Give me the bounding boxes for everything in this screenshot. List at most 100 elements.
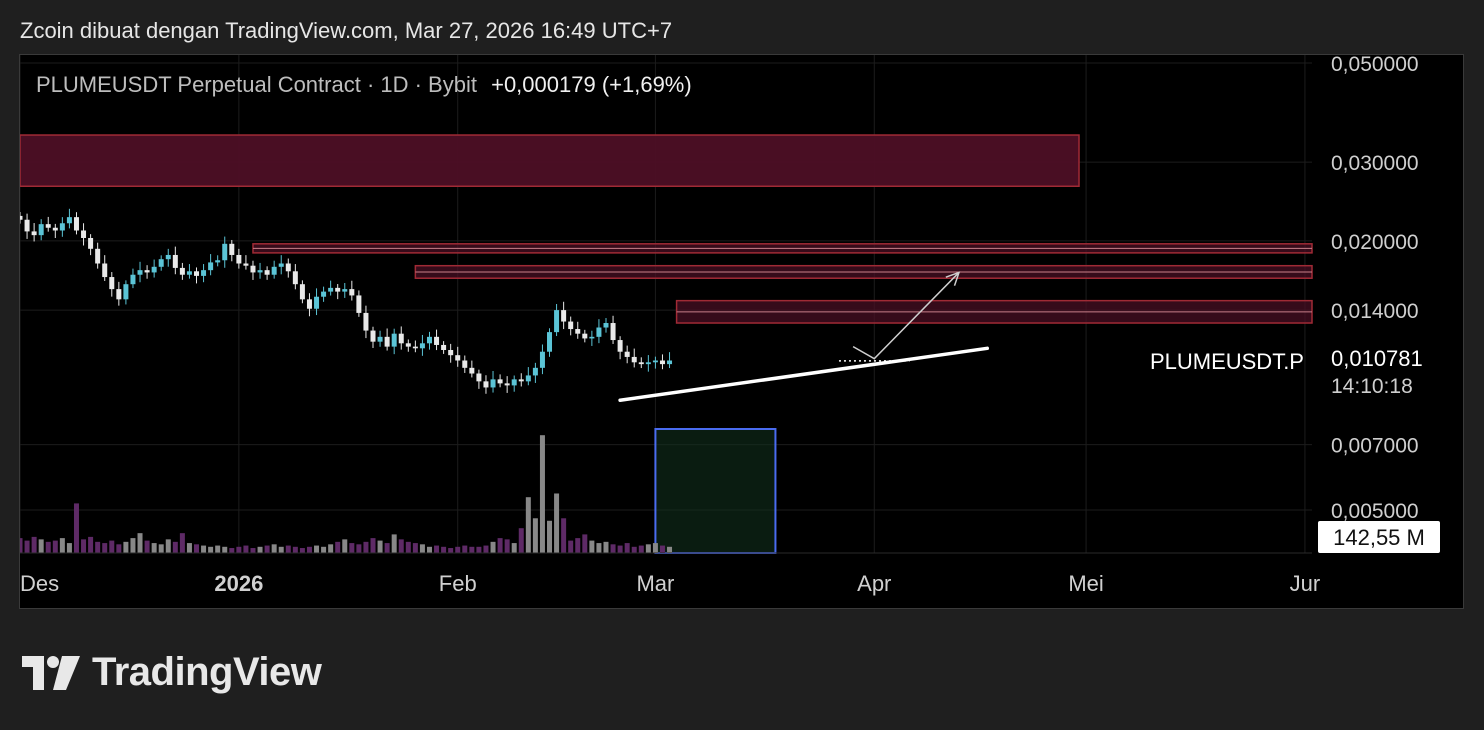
candle-body[interactable]: [448, 350, 454, 356]
candle-body[interactable]: [398, 333, 404, 344]
candle-body[interactable]: [236, 254, 242, 264]
candle-body[interactable]: [539, 351, 545, 368]
candle-body[interactable]: [179, 267, 185, 275]
candle-body[interactable]: [123, 284, 129, 300]
candle-body[interactable]: [81, 230, 87, 238]
candle-body[interactable]: [172, 254, 178, 268]
candle-body[interactable]: [370, 330, 376, 342]
candle-body[interactable]: [31, 231, 37, 236]
projection-arrow[interactable]: [852, 271, 960, 360]
candle-body[interactable]: [38, 224, 44, 236]
candle-body[interactable]: [306, 299, 312, 309]
candle-body[interactable]: [335, 287, 341, 292]
candle-body[interactable]: [20, 215, 23, 220]
candle-body[interactable]: [356, 295, 362, 313]
candle-body[interactable]: [88, 237, 94, 249]
candle-body[interactable]: [490, 379, 496, 388]
candle-body[interactable]: [441, 344, 447, 351]
candle-body[interactable]: [624, 351, 630, 357]
candle-body[interactable]: [532, 367, 538, 376]
candle-body[interactable]: [285, 263, 291, 272]
candle-body[interactable]: [483, 381, 489, 388]
candle-body[interactable]: [66, 217, 72, 224]
candle-body[interactable]: [363, 312, 369, 331]
price-chart[interactable]: Des 2026 Feb Mar Apr Mei Jur 0,050000 0,030000 0,…: [20, 55, 1465, 610]
candle-body[interactable]: [59, 223, 65, 231]
candle-body[interactable]: [158, 259, 164, 267]
resistance-zone[interactable]: [20, 134, 1080, 187]
candle-body[interactable]: [314, 296, 320, 309]
candle-body[interactable]: [610, 323, 616, 341]
candle-body[interactable]: [659, 360, 665, 365]
candle-body[interactable]: [222, 243, 228, 261]
candle-body[interactable]: [278, 263, 284, 267]
candle-body[interactable]: [589, 336, 595, 339]
candle-body[interactable]: [250, 265, 256, 273]
candle-body[interactable]: [264, 270, 270, 275]
candle-body[interactable]: [575, 329, 581, 334]
candle-body[interactable]: [299, 284, 305, 300]
candle-body[interactable]: [561, 310, 567, 322]
candle-body[interactable]: [52, 227, 58, 231]
candle-body[interactable]: [476, 373, 482, 382]
candle-body[interactable]: [292, 271, 298, 285]
candle-body[interactable]: [582, 333, 588, 339]
candle-body[interactable]: [497, 379, 503, 384]
y-tick-label: 0,005000: [1331, 500, 1419, 523]
candle-body[interactable]: [455, 355, 461, 361]
candle-body[interactable]: [328, 287, 334, 292]
candle-body[interactable]: [391, 333, 397, 347]
candle-body[interactable]: [645, 362, 651, 365]
candle-body[interactable]: [95, 248, 101, 264]
candle-body[interactable]: [652, 360, 658, 363]
candle-body[interactable]: [151, 266, 157, 273]
candle-body[interactable]: [144, 270, 150, 273]
candle-body[interactable]: [271, 266, 277, 275]
candle-body[interactable]: [102, 263, 108, 278]
candle-body[interactable]: [568, 321, 574, 330]
support-trendline[interactable]: [618, 346, 989, 403]
candle-body[interactable]: [201, 270, 207, 276]
candle-body[interactable]: [412, 346, 418, 349]
candle-body[interactable]: [208, 262, 214, 271]
candle-body[interactable]: [109, 277, 115, 290]
candle-body[interactable]: [667, 360, 673, 365]
candle-body[interactable]: [130, 274, 136, 285]
candle-body[interactable]: [321, 291, 327, 297]
chart-panel[interactable]: Des 2026 Feb Mar Apr Mei Jur 0,050000 0,030000 0,…: [19, 54, 1464, 609]
candle-body[interactable]: [342, 289, 348, 292]
candle-body[interactable]: [638, 362, 644, 365]
candle-body[interactable]: [165, 254, 171, 260]
candle-body[interactable]: [434, 336, 440, 345]
candle-body[interactable]: [137, 270, 143, 275]
candle-body[interactable]: [547, 332, 553, 352]
candle-body[interactable]: [257, 270, 263, 273]
candle-body[interactable]: [462, 360, 468, 368]
candle-body[interactable]: [349, 289, 355, 296]
candle-body[interactable]: [469, 367, 475, 374]
candle-body[interactable]: [426, 336, 432, 344]
candle-body[interactable]: [215, 260, 221, 263]
candle-body[interactable]: [504, 383, 510, 386]
candle-body[interactable]: [194, 271, 200, 276]
candle-body[interactable]: [596, 327, 602, 337]
volume-highlight-box[interactable]: [654, 428, 777, 554]
candle-body[interactable]: [419, 343, 425, 349]
candle-body[interactable]: [631, 356, 637, 363]
candle-body[interactable]: [405, 343, 411, 347]
candle-body[interactable]: [384, 336, 390, 347]
candle-body[interactable]: [511, 379, 517, 386]
candle-body[interactable]: [116, 289, 122, 300]
candle-body[interactable]: [554, 310, 560, 333]
candle-body[interactable]: [229, 243, 235, 255]
candle-body[interactable]: [525, 375, 531, 382]
candle-body[interactable]: [603, 323, 609, 328]
candle-body[interactable]: [186, 271, 192, 275]
candle-body[interactable]: [518, 379, 524, 382]
candle-body[interactable]: [617, 340, 623, 352]
candle-body[interactable]: [24, 219, 30, 232]
candle-body[interactable]: [377, 336, 383, 342]
candle-body[interactable]: [73, 217, 79, 231]
candle-body[interactable]: [243, 263, 249, 266]
candle-body[interactable]: [45, 224, 51, 228]
